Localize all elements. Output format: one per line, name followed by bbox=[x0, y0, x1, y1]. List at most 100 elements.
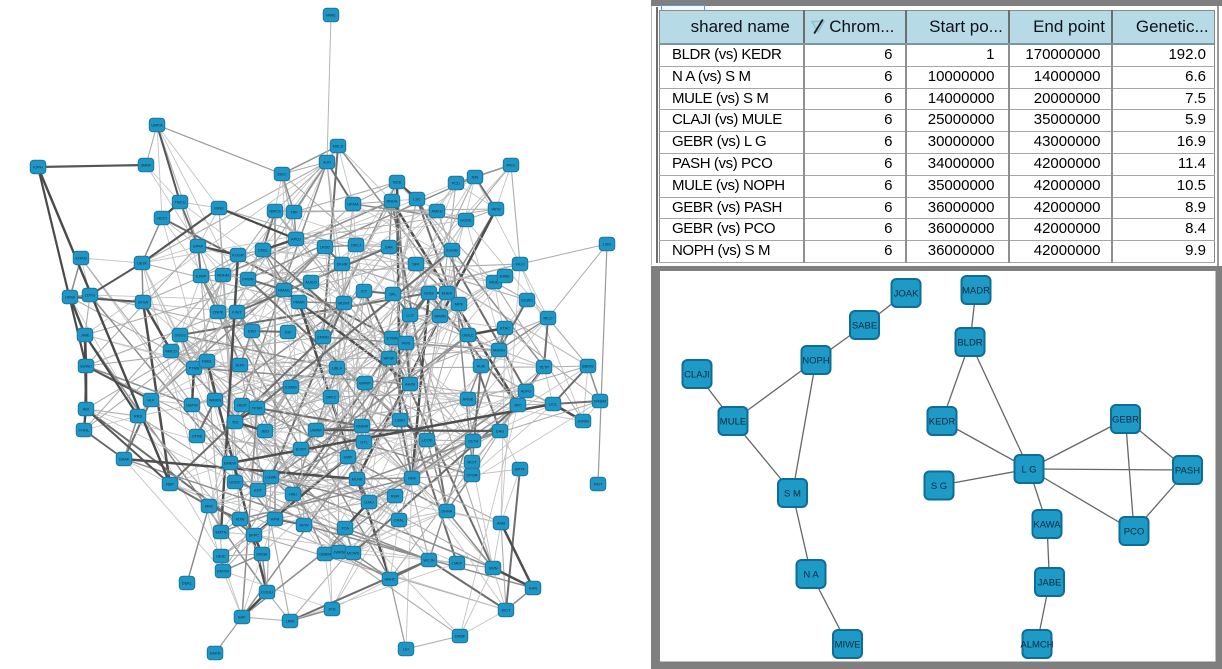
svg-text:HIW: HIW bbox=[408, 476, 416, 481]
svg-text:RNDA: RNDA bbox=[386, 199, 397, 204]
svg-text:LGWE: LGWE bbox=[265, 475, 277, 480]
svg-text:LSC: LSC bbox=[413, 197, 421, 202]
svg-text:ANGE: ANGE bbox=[462, 397, 473, 402]
svg-text:MPE: MPE bbox=[455, 302, 464, 307]
svg-text:AMKU: AMKU bbox=[431, 209, 442, 214]
svg-text:JEFK: JEFK bbox=[235, 363, 245, 368]
svg-text:TMCU: TMCU bbox=[174, 200, 185, 205]
svg-text:HSU: HSU bbox=[289, 492, 297, 497]
svg-text:OWLC: OWLC bbox=[462, 333, 474, 338]
svg-text:MKLD: MKLD bbox=[333, 144, 344, 149]
svg-text:EGMS: EGMS bbox=[285, 385, 297, 390]
svg-text:EKD: EKD bbox=[248, 329, 256, 334]
svg-text:UOGC: UOGC bbox=[229, 480, 241, 485]
svg-text:UBTW: UBTW bbox=[186, 403, 198, 408]
svg-text:EMEW: EMEW bbox=[224, 461, 236, 466]
svg-text:SFK: SFK bbox=[412, 262, 420, 267]
svg-text:GODE: GODE bbox=[460, 218, 472, 223]
svg-text:UEJK: UEJK bbox=[137, 261, 147, 266]
svg-text:JHIE: JHIE bbox=[81, 333, 90, 338]
svg-text:WCJN: WCJN bbox=[423, 558, 434, 563]
svg-text:JWRN: JWRN bbox=[333, 550, 344, 555]
svg-text:TCA: TCA bbox=[341, 526, 349, 531]
svg-text:GNDW: GNDW bbox=[356, 424, 369, 429]
svg-text:JHNW: JHNW bbox=[577, 419, 589, 424]
svg-text:IPEC: IPEC bbox=[506, 163, 515, 168]
svg-text:IKJK: IKJK bbox=[477, 364, 486, 369]
svg-text:ECRT: ECRT bbox=[296, 447, 307, 452]
svg-text:GPKF: GPKF bbox=[193, 244, 204, 249]
svg-text:S G: S G bbox=[931, 481, 947, 492]
svg-text:NMCS: NMCS bbox=[269, 209, 281, 214]
svg-text:LSBO: LSBO bbox=[395, 418, 405, 423]
svg-text:MCWS: MCWS bbox=[347, 551, 360, 556]
svg-text:AHB: AHB bbox=[497, 521, 505, 526]
svg-text:NOS: NOS bbox=[393, 180, 402, 185]
svg-text:SFSA: SFSA bbox=[138, 300, 149, 305]
svg-text:KTAC: KTAC bbox=[500, 326, 510, 331]
svg-text:PCO: PCO bbox=[1124, 526, 1145, 537]
svg-text:SABE: SABE bbox=[852, 320, 877, 331]
svg-text:FJUT: FJUT bbox=[232, 310, 242, 315]
svg-text:MUMT: MUMT bbox=[338, 301, 350, 306]
svg-text:RCIT: RCIT bbox=[467, 460, 477, 465]
svg-text:GEBR: GEBR bbox=[1112, 414, 1139, 425]
svg-text:IOPH: IOPH bbox=[33, 165, 43, 170]
svg-text:CDEL: CDEL bbox=[258, 248, 269, 253]
svg-text:KAWA: KAWA bbox=[1033, 519, 1061, 530]
svg-text:PTMS: PTMS bbox=[189, 366, 200, 371]
svg-text:EHEK: EHEK bbox=[442, 291, 453, 296]
svg-text:HBHC: HBHC bbox=[384, 577, 395, 582]
svg-text:TPSR: TPSR bbox=[252, 406, 263, 411]
svg-text:WIWN: WIWN bbox=[434, 314, 445, 319]
svg-text:NOPH: NOPH bbox=[802, 355, 830, 366]
svg-text:JFIC: JFIC bbox=[514, 403, 522, 408]
svg-text:PWS: PWS bbox=[402, 341, 411, 346]
svg-text:KMTW: KMTW bbox=[217, 569, 229, 574]
svg-text:SUWC: SUWC bbox=[80, 364, 92, 369]
svg-text:SWN: SWN bbox=[488, 566, 497, 571]
svg-text:LSIU: LSIU bbox=[603, 242, 612, 247]
svg-text:ERMN: ERMN bbox=[317, 335, 329, 340]
svg-text:ALMCH: ALMCH bbox=[1020, 639, 1053, 650]
svg-text:LLO: LLO bbox=[406, 313, 413, 318]
svg-text:NMAG: NMAG bbox=[278, 288, 290, 293]
svg-text:HPM: HPM bbox=[271, 517, 280, 522]
svg-text:BPTF: BPTF bbox=[515, 467, 526, 472]
svg-text:TDI: TDI bbox=[232, 420, 238, 425]
svg-text:LDTG: LDTG bbox=[85, 293, 95, 298]
svg-text:ICT: ICT bbox=[361, 289, 368, 294]
svg-text:WFSF: WFSF bbox=[383, 356, 395, 361]
svg-text:CNPE: CNPE bbox=[213, 310, 224, 315]
svg-text:NSBL: NSBL bbox=[202, 359, 213, 364]
svg-text:HCCI: HCCI bbox=[157, 216, 167, 221]
svg-text:WFBM: WFBM bbox=[594, 399, 606, 404]
svg-text:WPU: WPU bbox=[491, 207, 500, 212]
svg-text:IRDE: IRDE bbox=[489, 280, 499, 285]
svg-text:HSJF: HSJF bbox=[237, 403, 247, 408]
svg-text:LMEF: LMEF bbox=[452, 561, 463, 566]
svg-text:MIWE: MIWE bbox=[835, 639, 861, 650]
svg-text:JABE: JABE bbox=[1038, 577, 1062, 588]
svg-text:KOKN: KOKN bbox=[75, 256, 86, 261]
svg-text:APDJ: APDJ bbox=[291, 237, 301, 242]
svg-text:ADI: ADI bbox=[83, 407, 90, 412]
svg-text:EGGB: EGGB bbox=[446, 248, 458, 253]
svg-text:SFL: SFL bbox=[389, 292, 397, 297]
svg-text:WPNP: WPNP bbox=[359, 381, 371, 386]
svg-text:EAF: EAF bbox=[238, 615, 246, 620]
svg-text:MULE: MULE bbox=[720, 416, 746, 427]
svg-text:DAG: DAG bbox=[496, 429, 504, 434]
svg-text:THOL: THOL bbox=[79, 428, 90, 433]
svg-text:PCLI: PCLI bbox=[452, 181, 461, 186]
svg-text:NEP: NEP bbox=[166, 482, 174, 487]
svg-text:OTRE: OTRE bbox=[192, 434, 203, 439]
svg-text:SMNF: SMNF bbox=[140, 163, 152, 168]
svg-text:BIWE: BIWE bbox=[500, 274, 510, 279]
svg-text:UEIC: UEIC bbox=[216, 554, 225, 559]
svg-text:HMC: HMC bbox=[205, 504, 214, 509]
svg-text:OCWC: OCWC bbox=[521, 298, 534, 303]
svg-text:RRS: RRS bbox=[134, 414, 143, 419]
svg-text:KJWP: KJWP bbox=[196, 274, 207, 279]
svg-text:DHRA: DHRA bbox=[441, 509, 452, 514]
